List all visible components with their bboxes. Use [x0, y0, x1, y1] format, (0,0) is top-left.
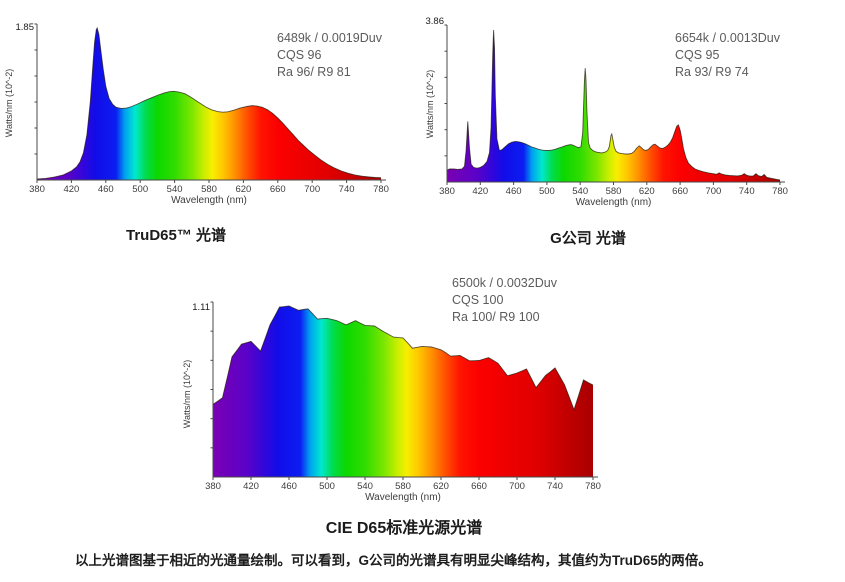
annotation-cct-duv: 6489k / 0.0019Duv [277, 31, 382, 45]
annotation-ra-r9: Ra 96/ R9 81 [277, 65, 351, 79]
spd-area [213, 306, 593, 477]
spd-outline [36, 26, 382, 180]
spd-outline [212, 305, 594, 412]
y-axis-title: Watts/nm (10^-2) [4, 69, 14, 137]
chart-title: G公司 光谱 [550, 230, 626, 247]
annotation-cqs: CQS 96 [277, 48, 322, 62]
x-tick-label: 700 [304, 184, 320, 195]
x-tick-label: 500 [539, 186, 555, 197]
x-tick-label: 700 [705, 186, 721, 197]
x-axis-title: Wavelength (nm) [171, 195, 247, 206]
x-tick-label: 380 [205, 481, 221, 492]
x-tick-label: 580 [201, 184, 217, 195]
x-tick-label: 460 [281, 481, 297, 492]
x-axis-title: Wavelength (nm) [365, 492, 441, 503]
chart-annotation: 6654k / 0.0013Duv CQS 95 Ra 93/ R9 74 [675, 30, 780, 81]
x-tick-label: 500 [132, 184, 148, 195]
x-tick-label: 540 [572, 186, 588, 197]
spd-area [447, 30, 780, 182]
annotation-ra-r9: Ra 93/ R9 74 [675, 65, 749, 79]
spd-outline [446, 29, 781, 181]
x-tick-label: 540 [167, 184, 183, 195]
x-tick-label: 740 [547, 481, 563, 492]
x-tick-label: 660 [270, 184, 286, 195]
x-tick-label: 380 [439, 186, 455, 197]
chart-title: CIE D65标准光源光谱 [325, 520, 483, 537]
x-tick-label: 780 [772, 186, 788, 197]
x-tick-label: 780 [585, 481, 601, 492]
x-tick-label: 780 [373, 184, 389, 195]
annotation-cqs: CQS 95 [675, 48, 720, 62]
annotation-cct-duv: 6654k / 0.0013Duv [675, 31, 780, 45]
y-axis-title: Watts/nm (10^-2) [182, 360, 192, 428]
x-tick-label: 380 [29, 184, 45, 195]
spectrum-chart-gcompany: 380 420 460 500 540 580 620 660 700 740 780 3.86 Wav… [423, 0, 845, 258]
annotation-ra-r9: Ra 100/ R9 100 [452, 310, 540, 324]
ymax-label: 3.86 [426, 16, 445, 27]
x-tick-label: 540 [357, 481, 373, 492]
x-tick-label: 420 [63, 184, 79, 195]
x-tick-label: 740 [339, 184, 355, 195]
x-tick-label: 420 [472, 186, 488, 197]
spectrum-chart-trud65: 380 420 460 500 540 580 620 660 700 740 780 1.85 Wav… [0, 0, 422, 258]
spectrum-plot: 380 420 460 500 540 580 620 660 700 740 780 3.86 Wav… [425, 16, 788, 208]
x-tick-label: 620 [235, 184, 251, 195]
spd-area [37, 28, 381, 180]
annotation-cct-duv: 6500k / 0.0032Duv [452, 276, 557, 290]
ymax-label: 1.85 [16, 22, 35, 33]
chart-annotation: 6489k / 0.0019Duv CQS 96 Ra 96/ R9 81 [277, 30, 382, 81]
x-tick-label: 580 [395, 481, 411, 492]
spectrum-plot: 380 420 460 500 540 580 620 660 700 740 780 1.85 Wav… [4, 22, 389, 206]
chart-annotation: 6500k / 0.0032Duv CQS 100 Ra 100/ R9 100 [452, 275, 557, 326]
y-axis-title: Watts/nm (10^-2) [425, 70, 435, 138]
bottom-caption: 以上光谱图基于相近的光通量绘制。可以看到，G公司的光谱具有明显尖峰结构，其值约为… [75, 553, 712, 568]
x-tick-label: 580 [606, 186, 622, 197]
x-tick-label: 660 [471, 481, 487, 492]
x-tick-label: 460 [506, 186, 522, 197]
spectrum-chart-cied65: 380 420 460 500 540 580 620 660 700 740 780 1.11 Wav… [148, 270, 688, 570]
x-tick-label: 460 [98, 184, 114, 195]
x-tick-label: 620 [639, 186, 655, 197]
x-tick-label: 740 [739, 186, 755, 197]
x-tick-label: 620 [433, 481, 449, 492]
x-tick-label: 660 [672, 186, 688, 197]
x-axis-title: Wavelength (nm) [576, 197, 652, 208]
x-tick-label: 500 [319, 481, 335, 492]
spectrum-plot: 380 420 460 500 540 580 620 660 700 740 780 1.11 Wav… [182, 301, 601, 503]
annotation-cqs: CQS 100 [452, 293, 504, 307]
x-tick-label: 420 [243, 481, 259, 492]
chart-title: TruD65™ 光谱 [125, 227, 227, 244]
ymax-label: 1.11 [192, 302, 210, 313]
x-tick-label: 700 [509, 481, 525, 492]
